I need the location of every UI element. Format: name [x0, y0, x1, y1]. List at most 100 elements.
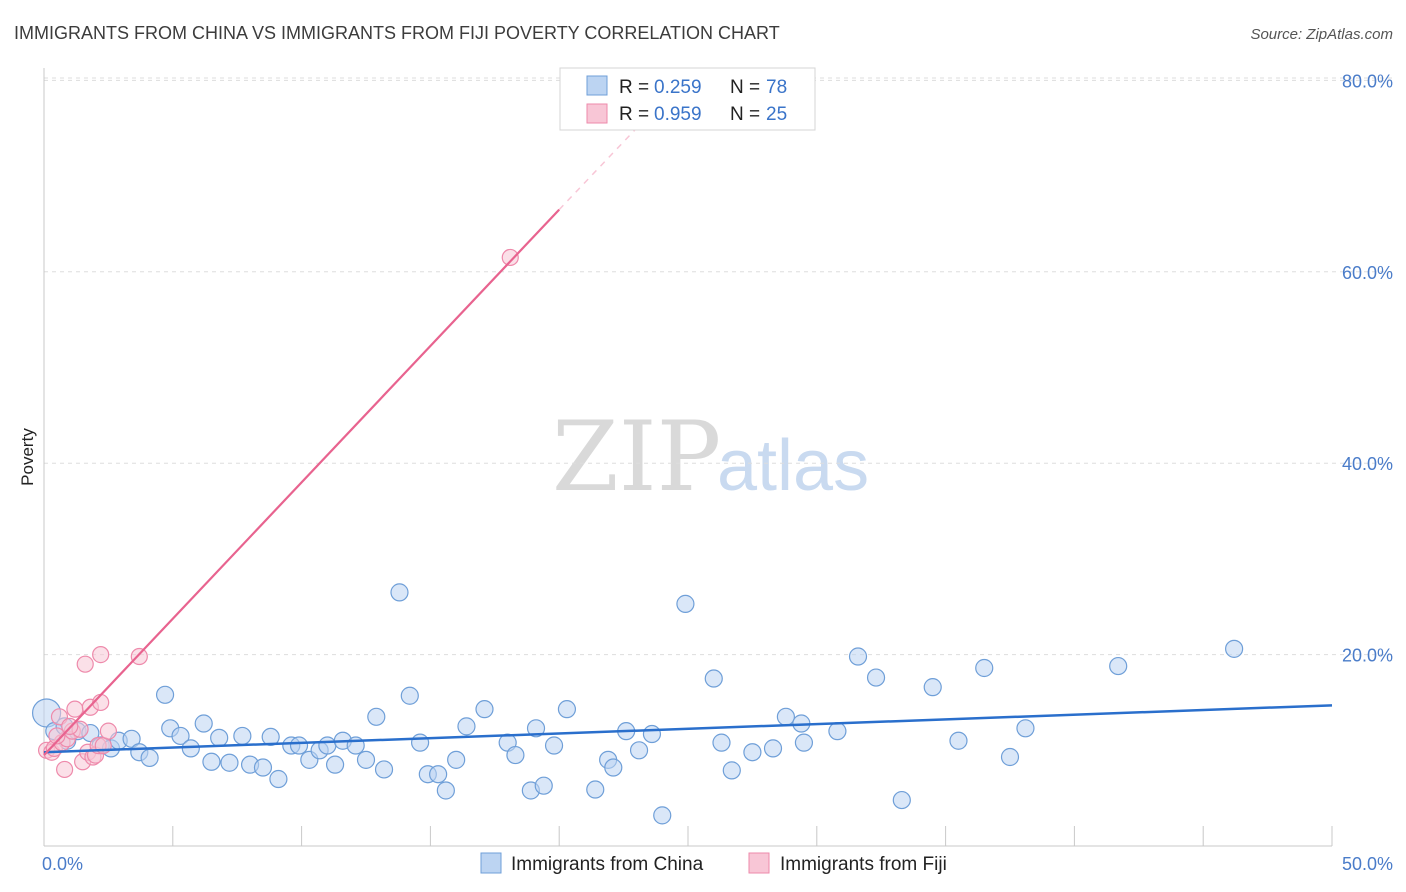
china-point [318, 736, 337, 755]
china-point [140, 748, 159, 768]
china-point [604, 758, 623, 777]
fiji-bottom-swatch [748, 852, 770, 874]
china-legend-label: Immigrants from China [511, 854, 704, 875]
china-point [544, 736, 564, 755]
y-tick-labels: 20.0% 40.0% 60.0% 80.0% [1342, 71, 1393, 665]
series-legend: Immigrants from China Immigrants from Fi… [480, 852, 947, 875]
china-point [261, 727, 280, 747]
china-point [743, 743, 762, 762]
trend-lines [43, 127, 1333, 756]
fiji-legend-swatch [586, 103, 608, 124]
fiji-point [56, 760, 74, 779]
fiji-point [99, 722, 118, 740]
china-point [233, 726, 252, 746]
china-point [949, 731, 968, 750]
fiji-point [92, 645, 110, 664]
china-point [122, 729, 141, 748]
fiji-legend-label: Immigrants from Fiji [780, 854, 947, 875]
china-point [722, 761, 741, 780]
china-point [269, 769, 288, 789]
china-point [653, 806, 672, 825]
fiji-r-value: 0.959 [654, 104, 702, 125]
china-r-value: 0.259 [654, 77, 702, 98]
china-point [506, 745, 525, 765]
china-point [210, 728, 229, 747]
fiji-point [130, 647, 148, 666]
china-point [975, 658, 994, 678]
china-n-value: 78 [766, 77, 787, 98]
china-point [410, 733, 430, 752]
y-tick-label: 20.0% [1342, 646, 1393, 666]
source-label: Source: ZipAtlas.com [1250, 26, 1393, 43]
china-point [289, 736, 309, 755]
china-point [447, 750, 466, 769]
watermark-atlas: atlas [717, 426, 869, 506]
china-point [866, 668, 886, 687]
china-point [429, 765, 448, 784]
fiji-n-label: N = [730, 104, 760, 125]
china-point [848, 647, 868, 666]
x-tick-label-max: 50.0% [1342, 854, 1393, 874]
china-point [253, 758, 273, 777]
fiji-point [501, 248, 519, 267]
china-point [457, 717, 476, 736]
china-point [367, 707, 386, 726]
china-r-label: R = [619, 77, 649, 98]
y-axis-label: Poverty [18, 428, 37, 486]
china-point [374, 760, 394, 779]
china-point [776, 707, 795, 726]
watermark-zip: ZIP [552, 401, 721, 513]
china-bottom-swatch [480, 852, 502, 874]
china-point [202, 752, 221, 771]
china-n-label: N = [730, 77, 760, 98]
china-point [642, 724, 662, 744]
chart-title: IMMIGRANTS FROM CHINA VS IMMIGRANTS FROM… [14, 23, 780, 43]
china-point [475, 700, 494, 719]
china-point [356, 750, 376, 769]
china-point [763, 739, 783, 758]
fiji-trend-line [43, 208, 560, 756]
y-tick-label: 80.0% [1342, 71, 1393, 91]
china-trend-line [43, 704, 1333, 754]
fiji-n-value: 25 [766, 104, 787, 125]
fiji-point [48, 727, 66, 745]
china-point [1109, 656, 1128, 676]
china-series [31, 583, 1244, 825]
x-tick-label-min: 0.0% [42, 854, 83, 874]
fiji-trend-extension [558, 127, 638, 211]
china-point [1225, 639, 1244, 658]
china-point [171, 726, 190, 746]
stats-legend: R = 0.259 N = 78 R = 0.959 N = 25 [559, 67, 816, 131]
china-point [828, 722, 847, 741]
china-point [194, 714, 213, 733]
china-point [390, 583, 409, 602]
gridlines [44, 77, 1392, 656]
y-tick-label: 60.0% [1342, 263, 1393, 283]
china-point [181, 739, 200, 758]
fiji-series [37, 248, 519, 779]
china-point [325, 755, 345, 774]
china-point [1016, 719, 1035, 738]
fiji-point [66, 700, 84, 718]
china-point [526, 719, 546, 738]
y-tick-label: 40.0% [1342, 454, 1393, 474]
china-point [676, 594, 695, 613]
china-point [923, 678, 942, 697]
fiji-point [76, 655, 94, 673]
china-point [1000, 747, 1020, 767]
china-point [155, 685, 175, 704]
china-point [892, 790, 911, 810]
china-point [704, 669, 723, 688]
china-point [400, 686, 419, 705]
china-point [629, 741, 649, 760]
fiji-r-label: R = [619, 104, 649, 125]
china-point [436, 781, 455, 800]
china-point [794, 733, 814, 752]
china-point [220, 753, 239, 772]
china-point [557, 700, 577, 719]
china-point [712, 733, 731, 752]
china-point [534, 776, 553, 795]
x-tick-labels: 0.0% 50.0% [42, 826, 1393, 874]
china-point [586, 780, 605, 799]
